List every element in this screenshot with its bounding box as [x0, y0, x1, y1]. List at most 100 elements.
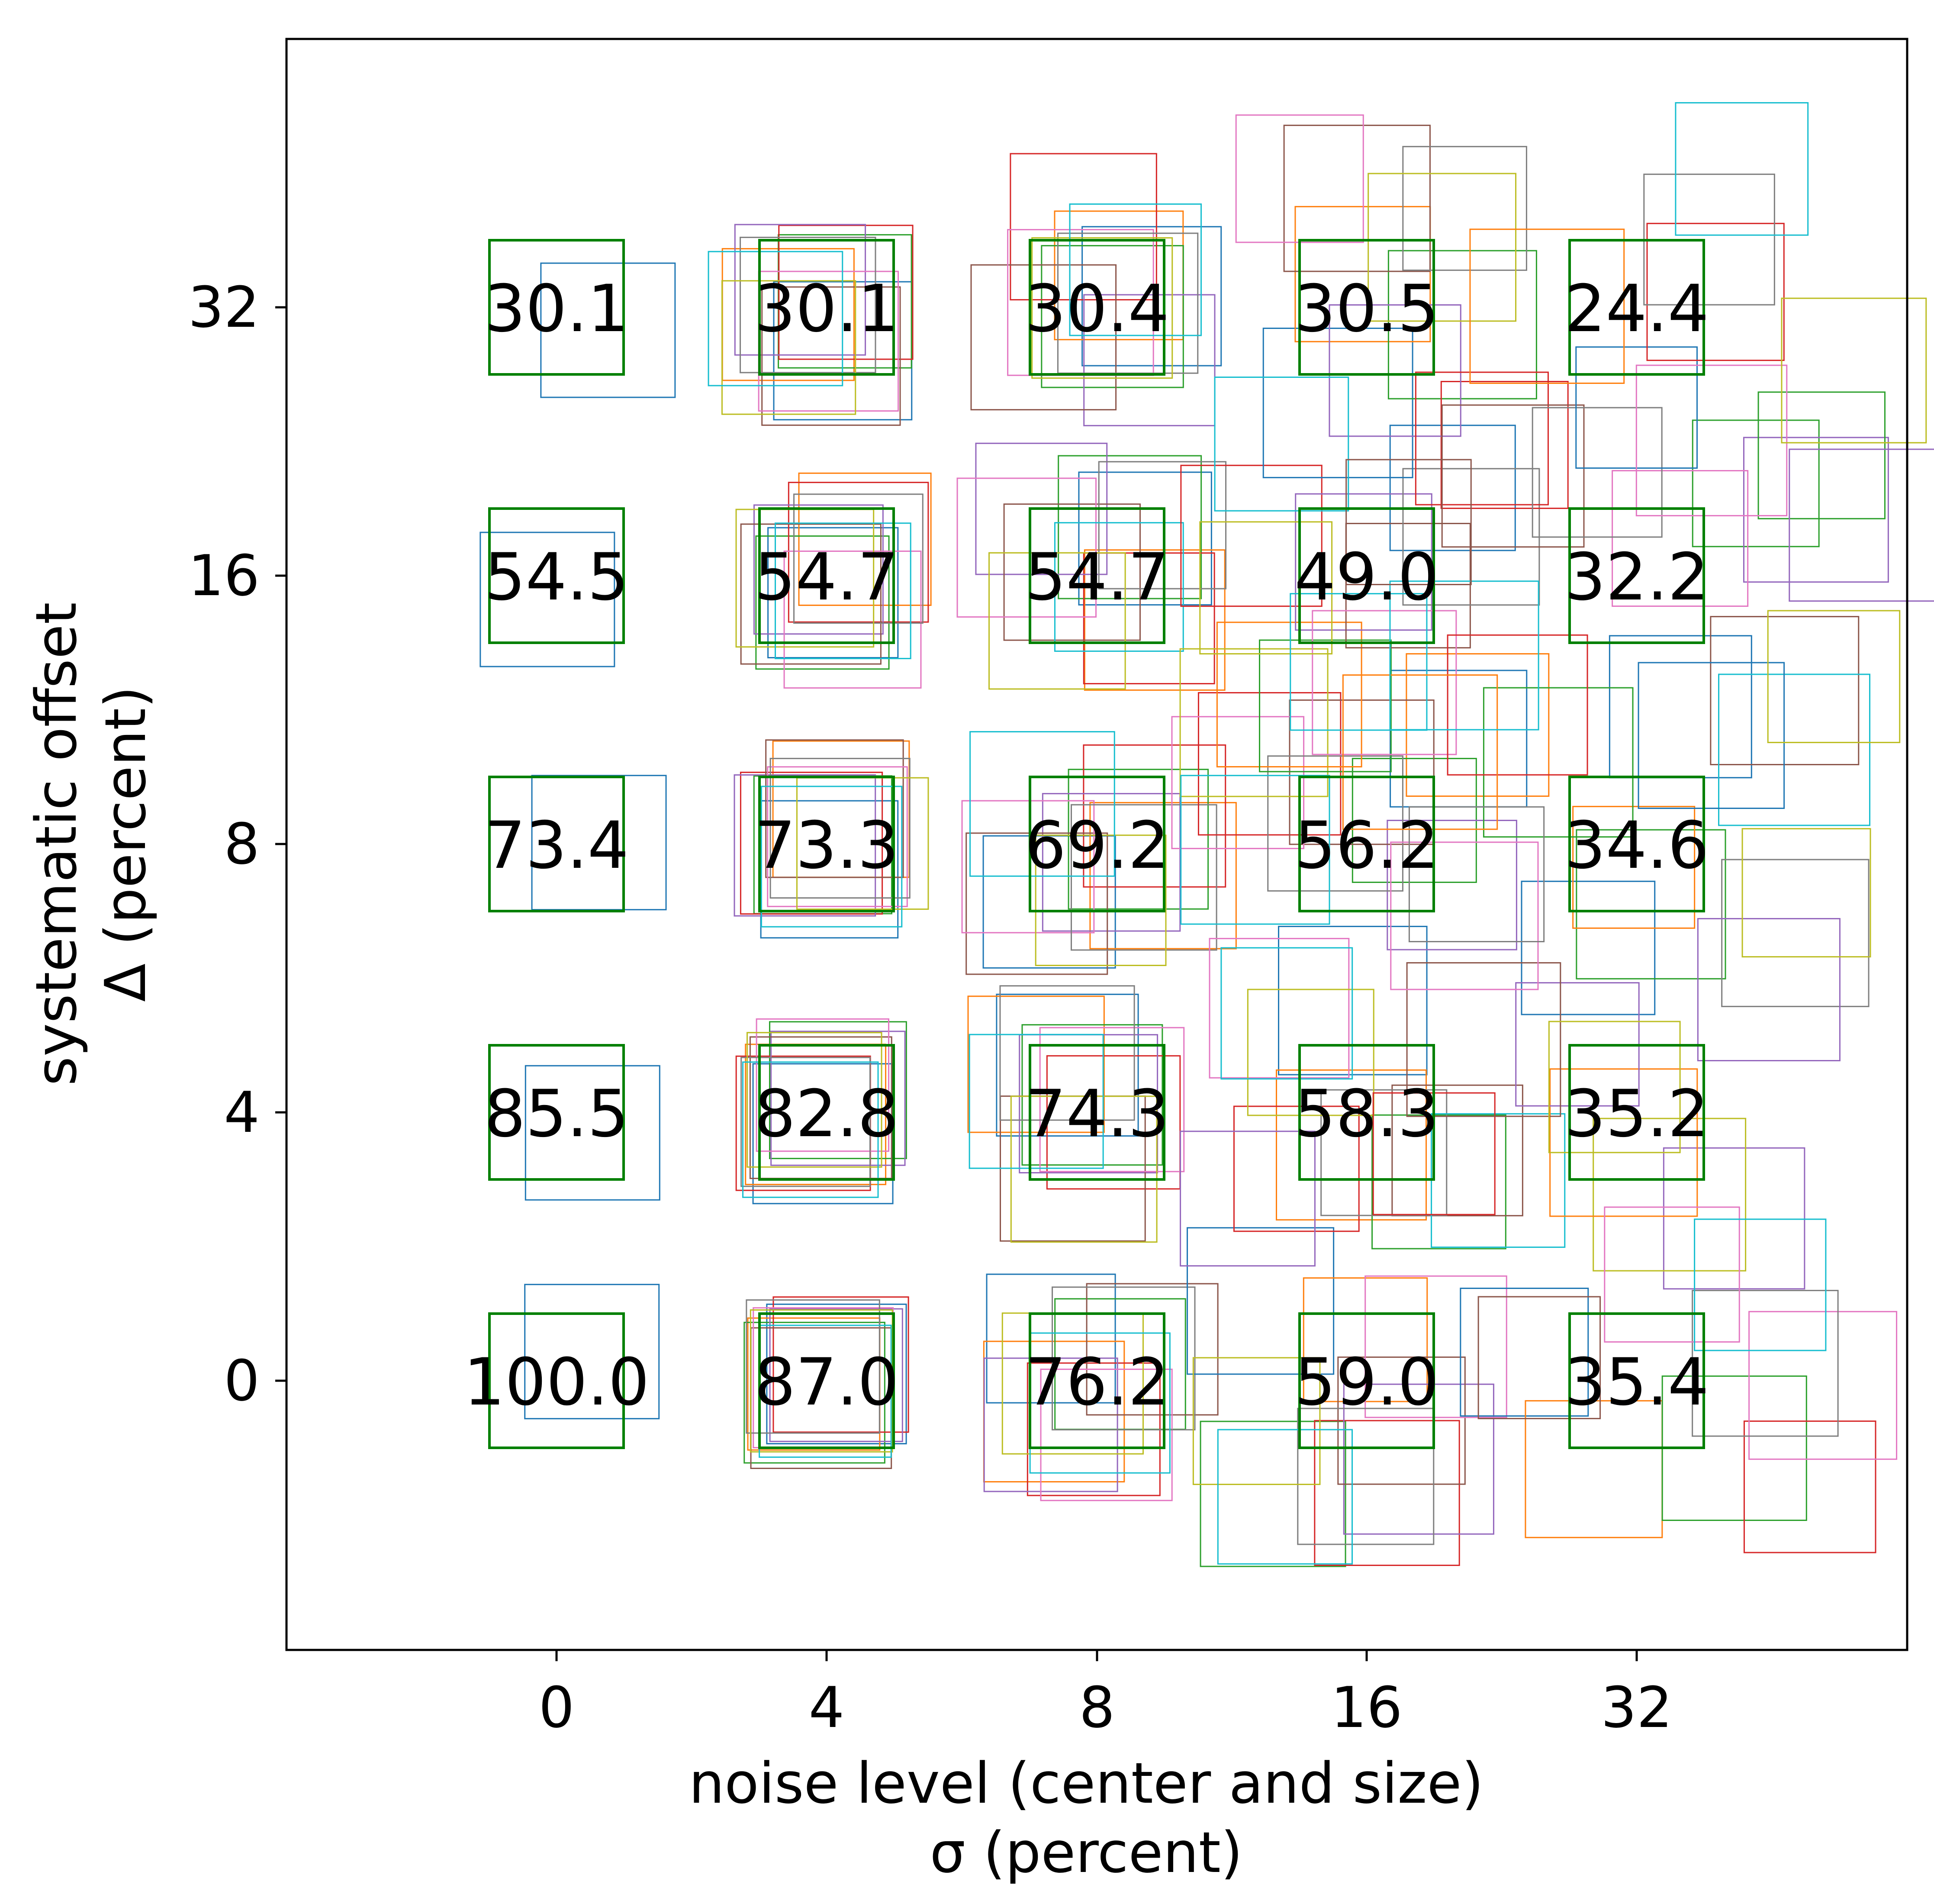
- jitter-box: [734, 224, 866, 356]
- jitter-box: [1329, 304, 1461, 437]
- jitter-box: [1199, 521, 1333, 655]
- jitter-box: [1345, 522, 1471, 649]
- reference-box: [488, 1312, 625, 1449]
- reference-box: [758, 776, 895, 912]
- cell-value-label: 54.5: [484, 540, 629, 615]
- jitter-box: [778, 225, 914, 360]
- reference-box: [1568, 1044, 1705, 1181]
- y-tick-label: 8: [224, 811, 260, 877]
- jitter-box: [756, 1018, 890, 1152]
- jitter-box: [1320, 1089, 1448, 1216]
- jitter-box: [1267, 755, 1403, 892]
- jitter-box: [1200, 1421, 1346, 1567]
- jitter-box: [1748, 1311, 1898, 1460]
- jitter-box: [1068, 769, 1209, 910]
- jitter-box: [1217, 1429, 1353, 1565]
- reference-box: [1029, 776, 1165, 912]
- cell-value-label: 100.0: [463, 1345, 649, 1420]
- reference-box: [1568, 1312, 1705, 1449]
- jitter-box: [1408, 806, 1545, 943]
- jitter-box: [969, 1034, 1104, 1169]
- x-axis-ticks: 0 4 8 16 32: [539, 1650, 1673, 1740]
- reference-box: [1568, 507, 1705, 644]
- y-tick-label: 32: [188, 274, 260, 340]
- cell-value-label: 32.2: [1564, 540, 1709, 615]
- jitter-box: [1083, 294, 1216, 426]
- jitter-box: [775, 522, 911, 659]
- jitter-box: [1084, 549, 1226, 691]
- reference-box: [1298, 1312, 1435, 1449]
- jitter-box: [1525, 1400, 1663, 1538]
- cell-value-label: 30.1: [754, 271, 899, 347]
- jitter-box: [1431, 1113, 1566, 1248]
- jitter-box: [1638, 662, 1785, 809]
- jitter-box: [1180, 1131, 1316, 1267]
- jitter-box: [1532, 407, 1663, 538]
- reference-box: [758, 507, 895, 644]
- jitter-box: [1035, 834, 1167, 966]
- jitter-box: [1789, 448, 1934, 602]
- cell-value-label: 76.2: [1025, 1345, 1169, 1420]
- jitter-box: [1039, 1027, 1185, 1173]
- jitter-box: [479, 532, 615, 667]
- jitter-box: [1387, 250, 1537, 399]
- y-tick-label: 4: [224, 1079, 260, 1145]
- cell-value-label: 73.3: [754, 808, 899, 883]
- jitter-box: [1576, 829, 1726, 979]
- reference-box: [758, 1044, 895, 1181]
- cell-value-label: 35.2: [1564, 1076, 1709, 1152]
- jitter-box: [1549, 1068, 1698, 1217]
- jitter-box: [1083, 552, 1215, 685]
- jitter-box: [1406, 653, 1550, 797]
- jitter-box: [1390, 670, 1528, 808]
- jitter-box: [788, 482, 929, 623]
- reference-box: [1298, 239, 1435, 376]
- cell-value-label: 56.2: [1294, 808, 1439, 883]
- cell-value-label: 30.1: [484, 271, 629, 347]
- jitter-box: [1214, 377, 1349, 512]
- x-tick-label: 0: [539, 1675, 575, 1740]
- y-tick-label: 0: [224, 1348, 260, 1414]
- reference-box: [1029, 239, 1165, 376]
- reference-box: [488, 239, 625, 376]
- y-axis-ticks: 0 4 8 16 32: [188, 274, 286, 1414]
- jitter-box: [540, 262, 676, 398]
- cell-value-label: 87.0: [754, 1345, 899, 1420]
- jitter-box: [1098, 461, 1227, 590]
- reference-box: [488, 1044, 625, 1181]
- jitter-box: [740, 236, 876, 374]
- jitter-box: [1262, 327, 1413, 478]
- cell-value-label: 58.3: [1294, 1076, 1439, 1152]
- jitter-box: [1220, 947, 1353, 1080]
- jitter-box: [996, 993, 1139, 1137]
- jitter-box: [1743, 1420, 1876, 1553]
- jitter-box: [708, 251, 843, 387]
- reference-box: [1298, 776, 1435, 912]
- jitter-box: [1083, 744, 1226, 888]
- cell-value-label: 85.5: [484, 1076, 629, 1152]
- cell-value-label: 30.4: [1025, 271, 1169, 347]
- jitter-box: [734, 774, 876, 917]
- jitter-box: [1247, 989, 1374, 1116]
- jitter-box: [1447, 634, 1588, 776]
- jitter-box: [1197, 692, 1342, 836]
- jitter-box: [961, 800, 1095, 934]
- jitter-box: [1314, 1420, 1460, 1566]
- jitter-box: [1345, 459, 1472, 586]
- jitter-box: [743, 1321, 885, 1464]
- jitter-box: [747, 1032, 882, 1168]
- cell-value-label: 69.2: [1025, 808, 1169, 883]
- jitter-box: [1054, 522, 1184, 652]
- jitter-box: [783, 550, 922, 689]
- jitter-box: [1767, 610, 1901, 743]
- jitter-box: [1041, 245, 1184, 388]
- jitter-box: [1441, 404, 1585, 548]
- jitter-box: [1477, 1296, 1601, 1419]
- jitter-box: [969, 731, 1115, 877]
- jitter-box: [769, 757, 911, 899]
- jitter-box: [524, 1284, 660, 1420]
- cell-value-label: 34.6: [1564, 808, 1709, 883]
- jitter-box: [1646, 222, 1785, 361]
- jitter-box: [721, 280, 856, 415]
- jitter-box: [1675, 102, 1809, 236]
